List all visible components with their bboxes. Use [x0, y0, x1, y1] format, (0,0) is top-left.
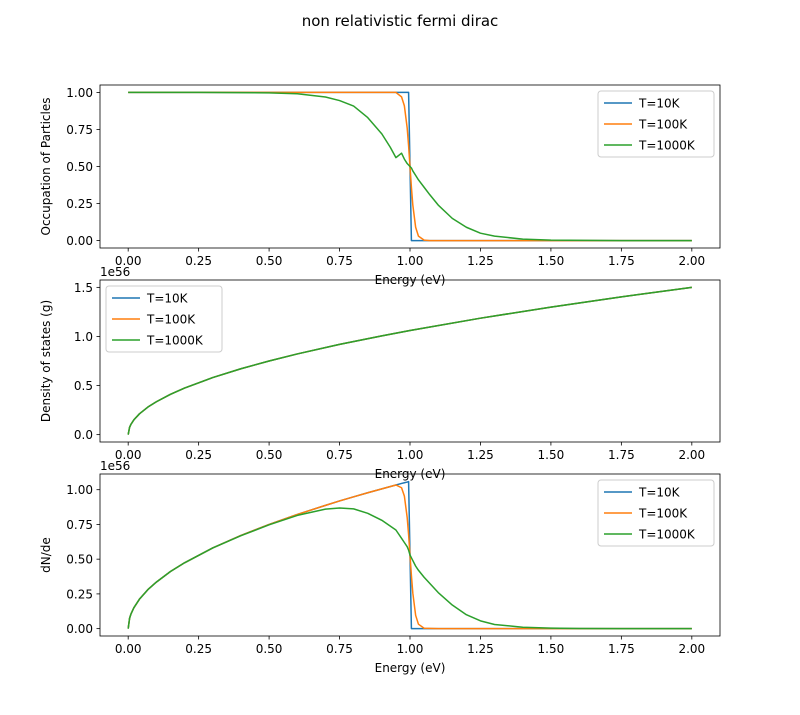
legend: T=10K T=100K T=1000K — [597, 479, 715, 547]
y-tick-label: 0.25 — [66, 587, 93, 601]
y-tick-label: 0.5 — [74, 379, 93, 393]
series-line-3 — [128, 91, 692, 242]
x-tick-label: 2.00 — [678, 642, 705, 656]
x-tick-label: 1.25 — [467, 254, 494, 268]
legend: T=10K T=100K T=1000K — [105, 285, 223, 353]
x-tick-label: 1.75 — [608, 642, 635, 656]
x-tick-label: 1.00 — [397, 448, 424, 462]
x-tick-label: 0.25 — [185, 642, 212, 656]
x-tick-label: 0.50 — [256, 642, 283, 656]
y-tick-label: 0.75 — [66, 123, 93, 137]
legend-label: T=1000K — [638, 139, 696, 153]
x-tick-label: 0.50 — [256, 448, 283, 462]
x-tick-label: 1.00 — [397, 254, 424, 268]
x-tick-label: 0.00 — [115, 642, 142, 656]
legend-frame — [105, 285, 223, 353]
series-line-3 — [127, 286, 692, 435]
y-tick-label: 0.50 — [66, 553, 93, 567]
series-line-3 — [127, 507, 692, 630]
legend-label: T=1000K — [146, 334, 204, 348]
legend-label: T=10K — [146, 292, 189, 306]
x-tick-label: 2.00 — [678, 254, 705, 268]
y-tick-label: 0.00 — [66, 622, 93, 636]
x-tick-label: 0.25 — [185, 448, 212, 462]
x-tick-label: 0.00 — [115, 254, 142, 268]
y-tick-label: 0.25 — [66, 197, 93, 211]
x-tick-label: 0.75 — [326, 448, 353, 462]
legend-label: T=100K — [146, 313, 196, 327]
x-tick-label: 1.50 — [538, 642, 565, 656]
legend-frame — [597, 479, 715, 547]
y-axis-label: Density of states (g) — [39, 300, 53, 422]
x-tick-label: 1.75 — [608, 448, 635, 462]
figure-title: non relativistic fermi dirac — [302, 12, 499, 30]
y-tick-label: 0.00 — [66, 234, 93, 248]
x-axis-label: Energy (eV) — [375, 661, 446, 675]
x-tick-label: 1.50 — [538, 448, 565, 462]
x-tick-label: 0.75 — [326, 254, 353, 268]
y-tick-label: 0.50 — [66, 160, 93, 174]
legend: T=10K T=100K T=1000K — [597, 90, 715, 158]
plot-lines — [127, 480, 692, 630]
x-tick-label: 1.00 — [397, 642, 424, 656]
x-tick-label: 2.00 — [678, 448, 705, 462]
x-tick-label: 0.50 — [256, 254, 283, 268]
y-tick-label: 1.00 — [66, 86, 93, 100]
x-tick-label: 1.25 — [467, 642, 494, 656]
x-tick-label: 1.25 — [467, 448, 494, 462]
y-offset-text: 1e56 — [100, 459, 130, 473]
legend-label: T=10K — [638, 97, 681, 111]
subplots: 0.00 0.25 0.50 0.75 1.00 1.25 1.50 1.75 2.000.00… — [39, 84, 721, 675]
y-tick-label: 0.0 — [74, 428, 93, 442]
y-axis-label: dN/de — [39, 537, 53, 573]
subplot-2: 0.00 0.25 0.50 0.75 1.00 1.25 1.50 1.75 2.00 0.0 0… — [39, 265, 721, 481]
legend-label: T=1000K — [638, 528, 696, 542]
legend-label: T=100K — [638, 507, 688, 521]
x-tick-label: 0.25 — [185, 254, 212, 268]
subplot-3: 0.00 0.25 0.50 0.75 1.00 1.25 1.50 1.75 2.00 0.00… — [39, 459, 721, 675]
plot-lines — [128, 91, 692, 242]
legend-label: T=100K — [638, 118, 688, 132]
x-tick-label: 1.50 — [538, 254, 565, 268]
x-tick-label: 0.75 — [326, 642, 353, 656]
y-tick-label: 1.5 — [74, 281, 93, 295]
y-offset-text: 1e56 — [100, 265, 130, 279]
x-tick-label: 0.00 — [115, 448, 142, 462]
y-tick-label: 1.00 — [66, 483, 93, 497]
subplot-1: 0.00 0.25 0.50 0.75 1.00 1.25 1.50 1.75 2.00 0.00… — [39, 84, 721, 287]
y-tick-label: 1.0 — [74, 330, 93, 344]
y-axis-label: Occupation of Particles — [39, 98, 53, 236]
plot-lines — [127, 286, 692, 435]
x-tick-label: 1.75 — [608, 254, 635, 268]
legend-label: T=10K — [638, 486, 681, 500]
legend-frame — [597, 90, 715, 158]
y-tick-label: 0.75 — [66, 518, 93, 532]
